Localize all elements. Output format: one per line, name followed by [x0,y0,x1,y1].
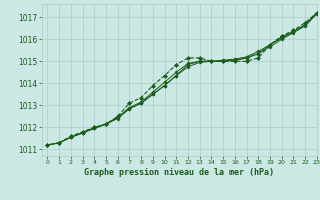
X-axis label: Graphe pression niveau de la mer (hPa): Graphe pression niveau de la mer (hPa) [84,168,274,177]
